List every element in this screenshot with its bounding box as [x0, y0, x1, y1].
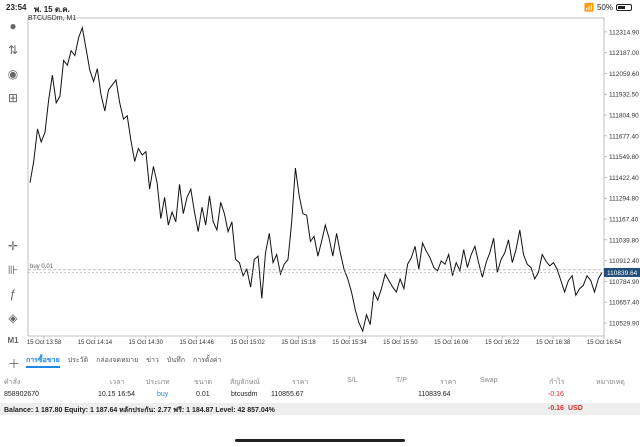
- x-tick-label: 15 Oct 16:38: [536, 340, 571, 344]
- y-tick-label: 111167.40: [609, 217, 639, 224]
- balance-bar: Balance: 1 187.80 Equity: 1 187.64 หลักป…: [0, 403, 640, 415]
- tab-news[interactable]: ข่าว: [146, 357, 159, 364]
- x-tick-label: 15 Oct 14:46: [180, 340, 215, 344]
- x-tick-label: 15 Oct 15:02: [230, 340, 265, 344]
- battery-fill: [618, 6, 625, 9]
- cell-time: 10.15 16:54: [98, 391, 135, 398]
- header-symbol: สัญลักษณ์: [230, 379, 260, 386]
- header-swap: Swap: [480, 377, 498, 384]
- balance-text: Balance: 1 187.80 Equity: 1 187.64 หลักป…: [4, 407, 275, 414]
- y-tick-label: 111804.90: [609, 113, 639, 120]
- status-right: 📶 50%: [584, 3, 632, 12]
- y-tick-label: 111039.80: [609, 237, 639, 244]
- y-tick-label: 111294.80: [609, 196, 639, 203]
- status-bar: 23:54 พ. 15 ต.ค. 📶 50%: [0, 0, 640, 14]
- x-tick-label: 15 Oct 16:06: [434, 340, 469, 344]
- y-tick-label: 110529.90: [609, 320, 640, 327]
- price-line: [29, 25, 603, 333]
- x-tick-label: 15 Oct 15:34: [332, 340, 367, 344]
- objects-icon[interactable]: ◈: [8, 311, 18, 325]
- cell-order: 858902670: [4, 391, 40, 398]
- x-tick-label: 15 Oct 16:22: [485, 340, 520, 344]
- tab-journal[interactable]: บันทึก: [166, 357, 185, 364]
- header-time: เวลา: [110, 379, 125, 386]
- positions-header: คำสั่ง เวลา ประเภท ขนาด สัญลักษณ์ ราคา S…: [0, 375, 640, 387]
- price-tag-label: 110839.64: [607, 270, 638, 277]
- cell-symbol: btcusdm: [231, 391, 258, 398]
- y-tick-label: 112314.90: [609, 29, 640, 36]
- new-chart-icon[interactable]: ⊞: [7, 91, 19, 105]
- cell-current-price: 110839.64: [418, 391, 451, 398]
- profit-currency: USD: [568, 405, 583, 412]
- battery-percent: 50%: [596, 3, 613, 12]
- add-icon[interactable]: ＋: [8, 357, 21, 371]
- cell-type: buy: [157, 391, 169, 398]
- y-tick-label: 110784.90: [609, 279, 640, 286]
- cell-price: 110855.67: [271, 391, 304, 398]
- y-tick-label: 112059.60: [609, 71, 640, 78]
- order-label: buy 0.01: [30, 264, 54, 270]
- header-profit: กำไร: [549, 379, 565, 386]
- y-tick-label: 110912.40: [609, 258, 640, 265]
- tab-trade[interactable]: การซื้อขาย: [26, 355, 60, 368]
- header-price: ราคา: [292, 379, 309, 386]
- plot-border: [27, 17, 605, 337]
- tab-mailbox[interactable]: กล่องจดหมาย: [96, 357, 139, 364]
- y-tick-label: 111932.50: [609, 92, 639, 99]
- total-profit: -0.16: [548, 405, 564, 412]
- header-comment: หมายเหตุ: [596, 379, 625, 386]
- header-current-price: ราคา: [440, 379, 457, 386]
- header-sl: S/L: [347, 377, 358, 384]
- bottom-tabs: การซื้อขาย ประวัติ กล่องจดหมาย ข่าว บันท…: [26, 355, 221, 368]
- crosshair-icon[interactable]: ✛: [7, 239, 19, 253]
- header-tp: T/P: [396, 377, 407, 384]
- left-toolbar: ● ⇅ ◉ ⊞ ✛ ⊪ ƒ ◈ M1: [0, 14, 26, 345]
- chart-area[interactable]: 112314.90 112187.00 112059.60 111932.50 1118…: [26, 14, 640, 346]
- candles-icon[interactable]: ⊪: [7, 263, 19, 277]
- trade-icon[interactable]: ⇅: [7, 43, 19, 57]
- indicators-icon[interactable]: ƒ: [9, 287, 17, 301]
- header-order: คำสั่ง: [4, 379, 21, 386]
- header-type: ประเภท: [146, 379, 170, 386]
- home-indicator: [235, 439, 405, 442]
- x-tick-label: 15 Oct 16:54: [587, 340, 622, 344]
- tab-settings[interactable]: การตั้งค่า: [192, 357, 222, 364]
- header-size: ขนาด: [194, 379, 213, 386]
- x-tick-label: 15 Oct 15:18: [281, 340, 316, 344]
- status-date: พ. 15 ต.ค.: [34, 5, 70, 14]
- x-tick-label: 15 Oct 15:50: [383, 340, 418, 344]
- wifi-icon: 📶: [584, 3, 594, 12]
- account-icon[interactable]: ●: [9, 19, 17, 33]
- timeframe-label[interactable]: M1: [7, 335, 19, 345]
- y-tick-label: 112187.00: [609, 50, 640, 57]
- position-row[interactable]: 858902670 10.15 16:54 buy 0.01 btcusdm 1…: [0, 389, 640, 401]
- cell-size: 0.01: [196, 391, 210, 398]
- price-chart: 112314.90 112187.00 112059.60 111932.50 1118…: [27, 17, 640, 346]
- x-tick-label: 15 Oct 14:14: [78, 340, 113, 344]
- chat-icon[interactable]: ◉: [7, 67, 19, 81]
- y-tick-label: 110657.40: [609, 300, 640, 307]
- x-tick-label: 15 Oct 14:30: [129, 340, 164, 344]
- y-tick-label: 111549.80: [609, 154, 639, 161]
- chart-symbol: BTCUSDm, M1: [28, 15, 77, 22]
- y-tick-label: 111677.40: [609, 133, 639, 140]
- cell-profit: -0.16: [548, 391, 564, 398]
- price-tag: [604, 267, 640, 277]
- y-tick-label: 111422.40: [609, 175, 639, 182]
- battery-icon: [616, 4, 632, 11]
- x-tick-label: 15 Oct 13:58: [27, 340, 62, 344]
- status-time: 23:54: [6, 3, 27, 12]
- tab-history[interactable]: ประวัติ: [67, 357, 89, 364]
